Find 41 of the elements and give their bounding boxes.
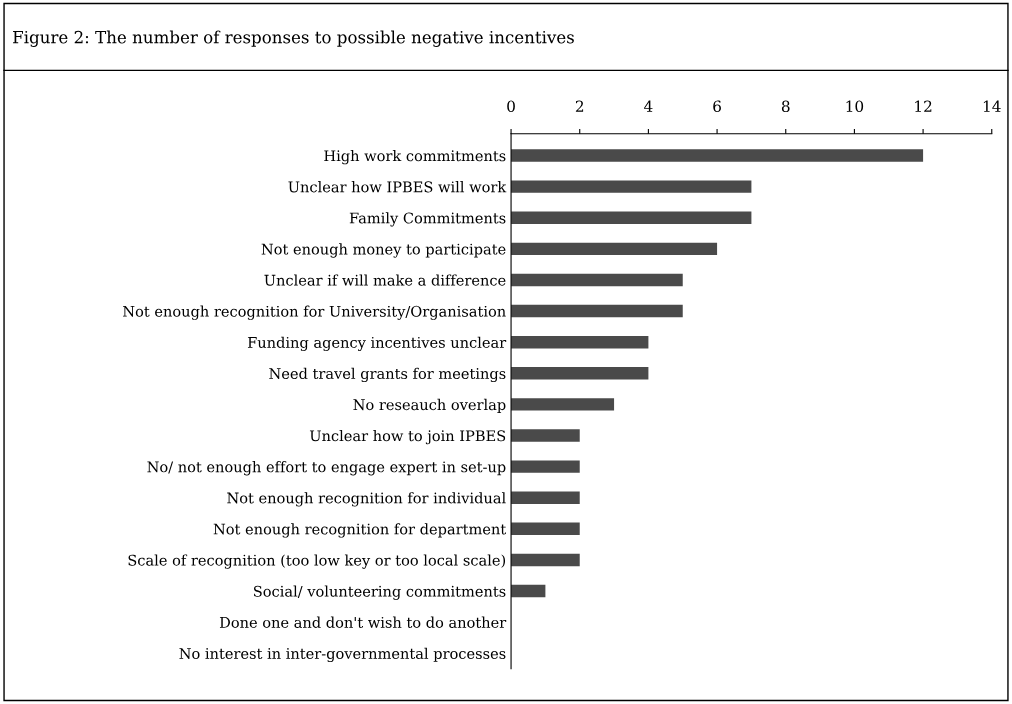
y-tick-label: Unclear how to join IPBES [309, 429, 506, 445]
y-tick-label: Done one and don't wish to do another [219, 616, 507, 628]
y-tick-label: Not enough recognition for University/Organisation [123, 305, 506, 320]
bar [511, 553, 580, 567]
bar [511, 180, 752, 193]
y-tick-label: Unclear how IPBES will work [288, 181, 507, 193]
bar [511, 304, 683, 318]
bar [511, 367, 649, 380]
bar [511, 491, 580, 504]
bar [511, 429, 580, 442]
bar [511, 273, 683, 287]
bar [511, 335, 649, 349]
bar [511, 211, 752, 224]
bar [511, 242, 718, 256]
x-tick-label: 6 [713, 100, 721, 113]
x-tick-label: 10 [846, 100, 864, 113]
bar [511, 460, 580, 473]
bar [511, 149, 924, 162]
y-tick-label: High work commitments [324, 149, 506, 165]
y-tick-label: No/ not enough effort to engage expert in set-up [147, 461, 506, 476]
x-tick-label: 12 [915, 100, 932, 112]
y-tick-label: Funding agency incentives unclear [247, 336, 507, 351]
y-tick-label: Need travel grants for meetings [269, 367, 506, 383]
x-tick-label: 8 [781, 100, 790, 113]
bar [511, 398, 615, 411]
x-tick-label: 4 [644, 100, 653, 112]
y-tick-label: Not enough recognition for individual [227, 492, 506, 507]
x-tick-label: 2 [575, 100, 584, 112]
text: Figure 2: The number of responses to possible negative incentives [13, 30, 574, 47]
bar [511, 522, 580, 536]
y-tick-label: No reseauch overlap [353, 398, 506, 413]
y-tick-label: No interest in inter-governmental processes [179, 647, 506, 663]
y-tick-label: Not enough money to participate [261, 243, 506, 258]
y-tick-label: Not enough recognition for department [213, 523, 507, 538]
y-tick-label: Unclear if will make a difference [264, 274, 506, 286]
x-tick-label: 0 [507, 100, 515, 113]
bar [511, 584, 546, 598]
y-tick-label: Social/ volunteering commitments [254, 585, 506, 600]
y-tick-label: Family Commitments [349, 212, 506, 227]
x-tick-label: 14 [983, 100, 1001, 112]
y-tick-label: Scale of recognition (too low key or too local scale) [128, 554, 506, 569]
